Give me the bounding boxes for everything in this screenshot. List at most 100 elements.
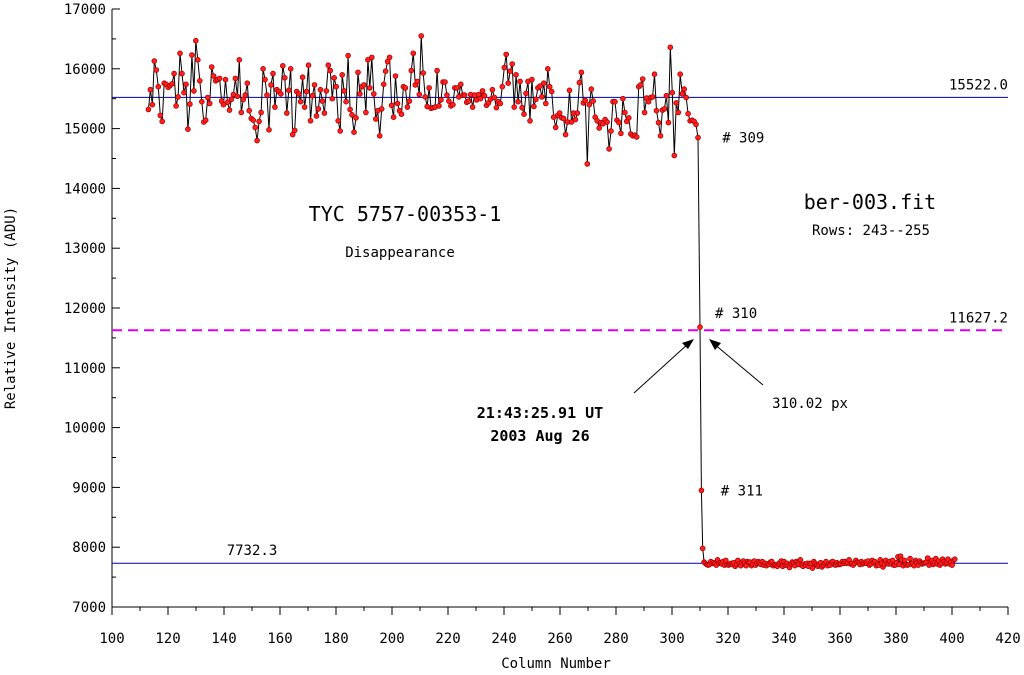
- data-point: [493, 104, 500, 111]
- data-point: [699, 545, 706, 552]
- data-point: [376, 133, 383, 139]
- data-point: [333, 83, 340, 90]
- data-point: [438, 97, 444, 103]
- data-point: [327, 67, 334, 74]
- data-point: [679, 91, 685, 97]
- data-point: [416, 91, 423, 98]
- data-point: [260, 66, 266, 72]
- data-point: [246, 107, 253, 114]
- data-point: [183, 81, 189, 88]
- y-tick-label: 7000: [72, 600, 106, 616]
- data-point: [173, 103, 179, 109]
- data-point: [169, 81, 175, 87]
- data-point: [556, 110, 563, 116]
- data-point: [299, 74, 306, 80]
- data-point: [576, 79, 583, 86]
- data-point: [446, 98, 452, 104]
- data-point: [171, 70, 177, 77]
- data-point: [620, 95, 626, 102]
- rows-label: Rows: 243--255: [812, 223, 930, 239]
- data-point: [335, 118, 342, 124]
- data-point: [560, 115, 567, 122]
- data-point: [208, 64, 215, 70]
- data-point: [641, 109, 648, 116]
- data-point: [281, 75, 288, 81]
- data-point: [552, 124, 559, 131]
- data-point: [343, 98, 349, 105]
- data-point: [639, 76, 646, 82]
- data-point: [191, 88, 197, 94]
- data-point: [402, 85, 409, 91]
- data-point: [529, 76, 535, 83]
- data-point: [544, 66, 551, 72]
- data-point: [181, 89, 187, 96]
- x-tick-label: 400: [939, 631, 964, 647]
- reference-line-label: 15522.0: [949, 77, 1008, 93]
- data-point: [578, 69, 585, 76]
- data-point: [663, 92, 670, 99]
- pixel-arrow-head: [709, 339, 721, 350]
- data-point: [303, 88, 310, 95]
- data-point: [540, 80, 547, 86]
- chart-annotations: TYC 5757-00353-1 Disappearance ber-003.f…: [3, 131, 936, 672]
- data-point: [616, 119, 622, 126]
- data-point: [531, 103, 537, 110]
- data-point: [329, 95, 336, 102]
- timestamp-label: 21:43:25.91 UT: [477, 404, 603, 422]
- data-point: [695, 134, 701, 141]
- data-point: [566, 87, 573, 94]
- data-point: [606, 146, 612, 152]
- data-point: [185, 126, 191, 132]
- data-point: [681, 86, 687, 92]
- reference-lines: 15522.0 11627.2 7732.3: [112, 77, 1008, 564]
- data-point: [175, 94, 181, 100]
- data-point: [671, 152, 678, 159]
- data-point: [546, 83, 553, 90]
- axes: 7000 8000 9000 10000 11000 12000 13000 14000 150…: [64, 2, 1021, 647]
- data-point: [507, 68, 514, 74]
- data-point: [224, 99, 231, 106]
- data-point: [283, 110, 290, 116]
- data-point: [232, 75, 239, 82]
- data-point: [368, 54, 375, 61]
- data-point: [238, 109, 245, 116]
- data-point: [505, 80, 512, 86]
- data-point: [256, 118, 262, 125]
- chart-subtitle: Disappearance: [345, 245, 455, 261]
- data-point: [924, 555, 931, 561]
- data-point: [509, 61, 516, 67]
- data-point: [372, 116, 379, 122]
- data-point: [590, 98, 596, 104]
- data-point: [307, 118, 314, 124]
- data-point: [501, 64, 508, 71]
- data-point: [633, 134, 640, 140]
- data-point: [533, 96, 539, 103]
- data-point: [675, 109, 682, 116]
- data-point: [234, 93, 241, 100]
- data-point: [305, 62, 312, 68]
- reference-line-label: 11627.2: [949, 310, 1008, 326]
- data-point: [388, 102, 395, 109]
- data-point: [220, 101, 227, 108]
- data-point: [521, 111, 527, 117]
- y-tick-label: 16000: [64, 62, 106, 78]
- data-point: [394, 100, 401, 107]
- data-point: [244, 80, 251, 86]
- data-point: [436, 103, 442, 109]
- data-point: [145, 106, 152, 113]
- data-point: [588, 86, 595, 92]
- x-tick-label: 240: [491, 631, 516, 647]
- data-point: [697, 324, 703, 330]
- data-point: [153, 67, 160, 73]
- data-point: [266, 127, 272, 133]
- data-point: [523, 90, 529, 97]
- data-point: [351, 129, 357, 136]
- data-point: [538, 94, 545, 100]
- data-point: [331, 75, 338, 81]
- data-point: [653, 107, 660, 114]
- x-tick-label: 300: [659, 631, 684, 647]
- x-tick-label: 280: [603, 631, 628, 647]
- y-tick-label: 11000: [64, 361, 106, 377]
- data-point: [363, 109, 369, 116]
- data-point: [497, 100, 504, 107]
